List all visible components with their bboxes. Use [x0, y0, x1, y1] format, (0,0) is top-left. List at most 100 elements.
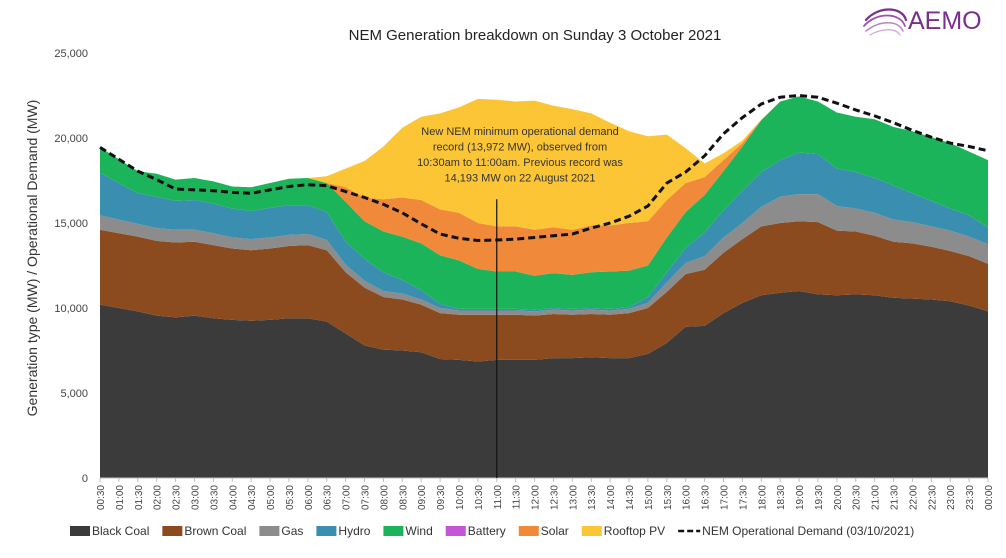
legend-swatch — [162, 526, 183, 536]
x-tick-label: 16:00 — [682, 485, 693, 510]
aemo-swirl-icon — [863, 8, 908, 36]
stacked-areas — [100, 96, 988, 478]
legend-label: Gas — [281, 524, 303, 538]
area-solar — [100, 96, 988, 276]
x-tick-label: 10:30 — [474, 485, 485, 510]
x-tick-label: 10:00 — [455, 485, 466, 510]
legend-label: Brown Coal — [184, 524, 246, 538]
x-tick-label: 09:00 — [417, 485, 428, 510]
legend-label: Wind — [405, 524, 432, 538]
x-tick-label: 11:00 — [493, 485, 504, 510]
x-tick-label: 01:30 — [134, 485, 145, 510]
legend-item-wind: Wind — [383, 524, 433, 538]
aemo-logo-text: AEMO — [908, 7, 982, 35]
legend-label: Solar — [541, 524, 569, 538]
legend-swatch — [259, 526, 280, 536]
legend-swatch — [383, 526, 404, 536]
legend-item-brown-coal: Brown Coal — [162, 524, 246, 538]
x-tick-label: 19:30 — [814, 485, 825, 510]
x-tick-label: 00:00 — [984, 485, 995, 510]
x-tick-label: 06:30 — [323, 485, 334, 510]
x-tick-label: 07:30 — [361, 485, 372, 510]
legend-item-rooftop-pv: Rooftop PV — [581, 524, 665, 538]
x-tick-label: 17:00 — [719, 485, 730, 510]
chart-title: NEM Generation breakdown on Sunday 3 Oct… — [349, 27, 722, 44]
x-tick-label: 16:30 — [701, 485, 712, 510]
x-tick-label: 05:00 — [266, 485, 277, 510]
x-tick-label: 03:00 — [190, 485, 201, 510]
x-tick-label: 12:00 — [531, 485, 542, 510]
x-tick-label: 14:30 — [625, 485, 636, 510]
legend-swatch — [70, 526, 90, 536]
demand-line-group — [99, 93, 989, 242]
legend-label: Black Coal — [92, 524, 149, 538]
x-tick-label: 12:30 — [549, 485, 560, 510]
x-tick-labels: 00:30 01:00 01:30 02:00 02:30 03:00 03:30 04:00… — [96, 485, 995, 510]
legend-label: Hydro — [338, 524, 370, 538]
x-tick-label: 09:30 — [436, 485, 447, 510]
x-tick-label: 19:00 — [795, 485, 806, 510]
legend-label: Battery — [468, 524, 506, 538]
legend: Black Coal Brown Coal Gas Hydro Wind Battery S… — [70, 524, 914, 538]
annotation: New NEM minimum operational demand record… — [417, 126, 623, 478]
x-tick-label: 20:00 — [833, 485, 844, 510]
legend-swatch — [445, 526, 466, 536]
legend-item-nem-operational-demand-03-10-2021: NEM Operational Demand (03/10/2021) — [678, 524, 914, 538]
x-tick-label: 03:30 — [209, 485, 220, 510]
x-tick-label: 22:00 — [908, 485, 919, 510]
area-gas — [100, 194, 988, 316]
x-tick-label: 13:00 — [568, 485, 579, 510]
x-tick-label: 13:30 — [587, 485, 598, 510]
legend-swatch — [316, 526, 337, 536]
aemo-logo: AEMO — [863, 7, 982, 36]
x-tick-label: 23:30 — [965, 485, 976, 510]
area-rooftop-pv — [100, 96, 988, 230]
annotation-text-line: 10:30am to 11:00am. Previous record was — [417, 157, 623, 169]
x-tick-label: 21:30 — [890, 485, 901, 510]
axes — [99, 477, 989, 482]
legend-swatch — [581, 526, 602, 536]
x-tick-label: 22:30 — [927, 485, 938, 510]
legend-label: NEM Operational Demand (03/10/2021) — [702, 524, 914, 538]
x-tick-label: 06:00 — [304, 485, 315, 510]
x-tick-label: 14:00 — [606, 485, 617, 510]
x-tick-label: 15:30 — [663, 485, 674, 510]
x-tick-label: 17:30 — [738, 485, 749, 510]
y-tick-label: 10,000 — [54, 303, 88, 315]
legend-item-gas: Gas — [259, 524, 303, 538]
x-tick-label: 18:00 — [757, 485, 768, 510]
x-tick-label: 04:00 — [228, 485, 239, 510]
annotation-text-line: New NEM minimum operational demand — [421, 126, 618, 138]
x-tick-label: 05:30 — [285, 485, 296, 510]
x-tick-label: 21:00 — [871, 485, 882, 510]
area-brown-coal — [100, 221, 988, 362]
x-tick-label: 01:00 — [115, 485, 126, 510]
legend-label: Rooftop PV — [604, 524, 665, 538]
x-tick-label: 04:30 — [247, 485, 258, 510]
y-tick-label: 0 — [82, 473, 88, 485]
annotation-text-line: 14,193 MW on 22 August 2021 — [444, 173, 595, 185]
y-tick-label: 5,000 — [60, 388, 88, 400]
x-tick-label: 00:30 — [96, 485, 107, 510]
area-wind — [100, 96, 988, 310]
series-line-demand — [99, 93, 989, 242]
area-black-coal — [100, 291, 988, 478]
y-tick-label: 20,000 — [54, 133, 88, 145]
y-tick-labels: 0 5,000 10,000 15,000 20,000 25,000 — [54, 48, 88, 485]
x-tick-label: 18:30 — [776, 485, 787, 510]
x-tick-label: 08:30 — [398, 485, 409, 510]
legend-item-hydro: Hydro — [316, 524, 371, 538]
x-tick-label: 02:30 — [172, 485, 183, 510]
x-tick-label: 08:00 — [379, 485, 390, 510]
x-tick-label: 23:00 — [946, 485, 957, 510]
annotation-text-line: record (13,972 MW), observed from — [433, 142, 607, 154]
x-tick-label: 07:00 — [342, 485, 353, 510]
legend-swatch — [518, 526, 539, 536]
x-tick-label: 02:00 — [153, 485, 164, 510]
legend-item-solar: Solar — [518, 524, 569, 538]
y-tick-label: 25,000 — [54, 48, 88, 60]
y-axis-label: Generation type (MW) / Operational Deman… — [24, 100, 40, 417]
x-tick-label: 11:30 — [512, 485, 523, 510]
x-tick-label: 15:00 — [644, 485, 655, 510]
